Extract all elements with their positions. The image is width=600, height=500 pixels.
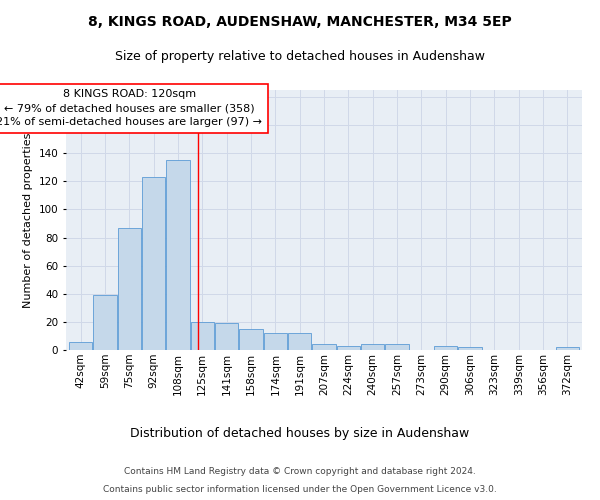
Text: Contains public sector information licensed under the Open Government Licence v3: Contains public sector information licen…	[103, 485, 497, 494]
Bar	[434, 346, 457, 350]
Bar	[313, 344, 335, 350]
Bar	[142, 177, 165, 350]
Text: 8, KINGS ROAD, AUDENSHAW, MANCHESTER, M34 5EP: 8, KINGS ROAD, AUDENSHAW, MANCHESTER, M3…	[88, 15, 512, 29]
Text: Contains HM Land Registry data © Crown copyright and database right 2024.: Contains HM Land Registry data © Crown c…	[124, 468, 476, 476]
Bar	[264, 333, 287, 350]
Bar	[191, 322, 214, 350]
Bar	[458, 347, 482, 350]
Text: Size of property relative to detached houses in Audenshaw: Size of property relative to detached ho…	[115, 50, 485, 63]
Bar	[337, 346, 360, 350]
Bar	[385, 344, 409, 350]
Y-axis label: Number of detached properties: Number of detached properties	[23, 132, 33, 308]
Text: Distribution of detached houses by size in Audenshaw: Distribution of detached houses by size …	[130, 428, 470, 440]
Bar	[215, 324, 238, 350]
Text: 8 KINGS ROAD: 120sqm
← 79% of detached houses are smaller (358)
21% of semi-deta: 8 KINGS ROAD: 120sqm ← 79% of detached h…	[0, 90, 262, 128]
Bar	[556, 347, 579, 350]
Bar	[239, 329, 263, 350]
Bar	[361, 344, 384, 350]
Bar	[69, 342, 92, 350]
Bar	[166, 160, 190, 350]
Bar	[288, 333, 311, 350]
Bar	[118, 228, 141, 350]
Bar	[94, 295, 116, 350]
